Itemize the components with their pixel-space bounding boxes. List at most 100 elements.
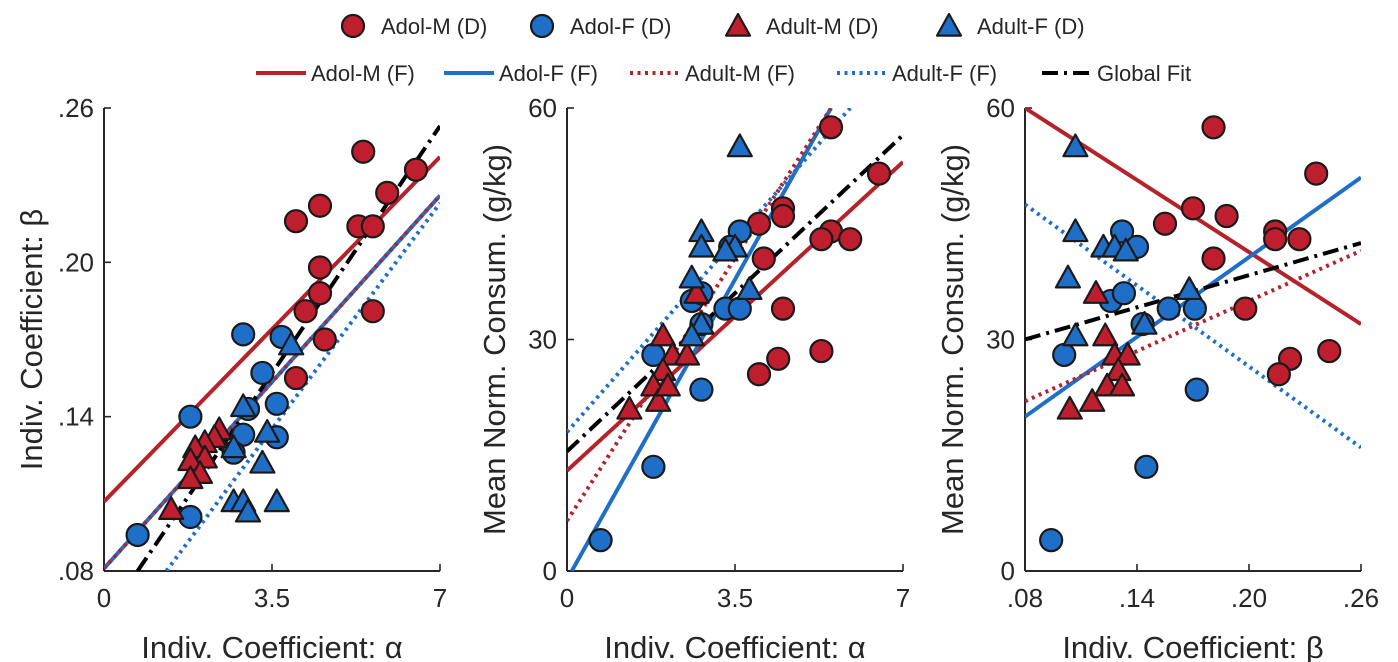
x-axis-label: Indiv. Coefficient: α <box>604 630 866 662</box>
y-tick-label: 60 <box>986 93 1015 123</box>
point-adult-m-d <box>654 372 681 397</box>
x-tick-label: 7 <box>896 583 910 613</box>
x-tick-label: .14 <box>1119 583 1155 613</box>
point-adult-m-d <box>645 388 672 412</box>
data-points <box>125 139 429 548</box>
point-adol-m-d <box>360 214 385 239</box>
point-adol-m-d <box>307 255 333 280</box>
point-adol-f-d <box>125 522 150 548</box>
point-adult-f-d <box>688 233 715 258</box>
x-tick-label: .26 <box>1343 583 1379 613</box>
x-tick-label: 0 <box>97 583 111 613</box>
x-tick-label: 7 <box>433 583 447 613</box>
legend-label-adol-m-d: Adol-M (D) <box>381 14 487 39</box>
point-adult-f-d <box>278 331 305 356</box>
point-adult-f-d <box>678 322 705 347</box>
point-adol-f-d <box>1184 377 1209 402</box>
legend-label-adult-m-f: Adult-M (F) <box>685 61 795 86</box>
point-adult-f-d <box>249 449 276 474</box>
point-adol-m-d <box>866 161 892 186</box>
point-adol-m-d <box>1287 227 1312 252</box>
panel-3: .08 .14 .20 .26 0 30 60 Indiv. Coefficient: β Me… <box>935 93 1379 662</box>
fit-line-adult-f-f <box>1025 202 1361 450</box>
point-adol-f-d <box>1111 281 1137 306</box>
point-adult-m-d <box>673 341 701 366</box>
y-axis-label: Mean Norm. Consum. (g/kg) <box>935 144 970 535</box>
point-adol-m-d <box>312 327 337 352</box>
point-adol-f-d <box>641 454 666 479</box>
legend-marker-adol-f-d <box>529 13 555 39</box>
point-adult-m-d <box>683 280 710 304</box>
point-adol-m-d <box>1304 161 1329 186</box>
point-adult-f-d <box>1176 276 1203 301</box>
fit-line-adol-m-f <box>104 155 440 503</box>
point-adol-f-d <box>588 528 613 553</box>
legend-label-adult-f-f: Adult-F (F) <box>892 61 997 86</box>
point-adult-m-d <box>177 465 204 490</box>
point-adol-f-d <box>727 296 752 321</box>
point-adult-f-d <box>726 133 753 158</box>
legend-label-adol-f-f: Adol-F (F) <box>499 61 598 86</box>
point-adult-f-d <box>234 498 262 523</box>
point-adult-m-d <box>1108 372 1136 397</box>
point-adol-f-d <box>1182 296 1207 321</box>
x-axis-label: Indiv. Coefficient: β <box>1062 630 1323 662</box>
y-tick-label: 30 <box>528 325 557 355</box>
point-adol-m-d <box>375 180 400 205</box>
legend-label-global-fit: Global Fit <box>1097 61 1191 86</box>
x-tick-label: 0 <box>560 583 574 613</box>
point-adult-f-d <box>1054 264 1082 289</box>
x-tick-label: .20 <box>1231 583 1267 613</box>
x-axis-label: Indiv. Coefficient: α <box>141 630 403 662</box>
fit-line-adult-m-f <box>104 194 440 570</box>
y-tick-label: 0 <box>543 556 557 586</box>
point-adult-f-d <box>712 237 739 262</box>
point-adol-m-d <box>1214 203 1239 229</box>
point-adult-f-d <box>1062 322 1089 347</box>
point-adol-m-d <box>283 209 309 234</box>
legend-label-adol-m-f: Adol-M (F) <box>311 61 415 86</box>
fit-line-adult-m-f <box>1025 248 1361 404</box>
panel-2: 0 3.5 7 0 30 60 Indiv. Coefficient: α Mean Norm… <box>477 93 910 662</box>
legend-marker-adol-m-d <box>340 13 366 39</box>
point-adol-m-d <box>403 157 429 182</box>
y-tick-label: .08 <box>58 556 94 586</box>
point-adult-m-d <box>1079 388 1106 412</box>
point-adol-f-d <box>1039 528 1064 553</box>
x-tick-label: 3.5 <box>717 583 753 613</box>
y-tick-label: .26 <box>58 93 94 123</box>
fit-lines <box>567 108 903 571</box>
legend-label-adol-f-d: Adol-F (D) <box>570 14 671 39</box>
point-adol-m-d <box>1180 196 1206 221</box>
point-adult-f-d <box>230 393 257 418</box>
panels: 0 3.5 7 .08 .14 .20 .26 Indiv. Coefficient: α In… <box>14 93 1379 662</box>
point-adult-f-d <box>678 264 705 289</box>
point-adult-f-d <box>1062 218 1089 243</box>
point-adult-f-d <box>1131 310 1158 335</box>
point-adol-f-d <box>264 391 289 416</box>
point-adol-m-d <box>307 193 333 218</box>
x-tick-label: .08 <box>1007 583 1043 613</box>
y-axis-label: Mean Norm. Consum. (g/kg) <box>477 144 512 535</box>
point-adol-m-d <box>1317 338 1342 364</box>
point-adol-f-d <box>1134 454 1159 479</box>
legend-label-adult-f-d: Adult-F (D) <box>977 14 1085 39</box>
point-adol-m-d <box>818 115 844 140</box>
point-adult-f-d <box>254 419 281 443</box>
point-adol-m-d <box>838 227 863 252</box>
data-points <box>1039 115 1342 553</box>
y-tick-label: 60 <box>528 93 557 123</box>
legend-marker-adult-f-d <box>935 12 963 37</box>
point-adol-f-d <box>250 360 275 386</box>
point-adult-m-d <box>649 322 677 347</box>
point-adol-f-d <box>178 404 203 429</box>
point-adol-m-d <box>746 362 772 387</box>
data-points <box>588 115 892 553</box>
legend-label-adult-m-d: Adult-M (D) <box>766 14 878 39</box>
point-adult-f-d <box>1112 237 1139 262</box>
point-adol-m-d <box>766 346 791 371</box>
point-adult-m-d <box>158 496 185 520</box>
point-adol-m-d <box>1263 227 1288 252</box>
point-adol-m-d <box>360 299 385 324</box>
